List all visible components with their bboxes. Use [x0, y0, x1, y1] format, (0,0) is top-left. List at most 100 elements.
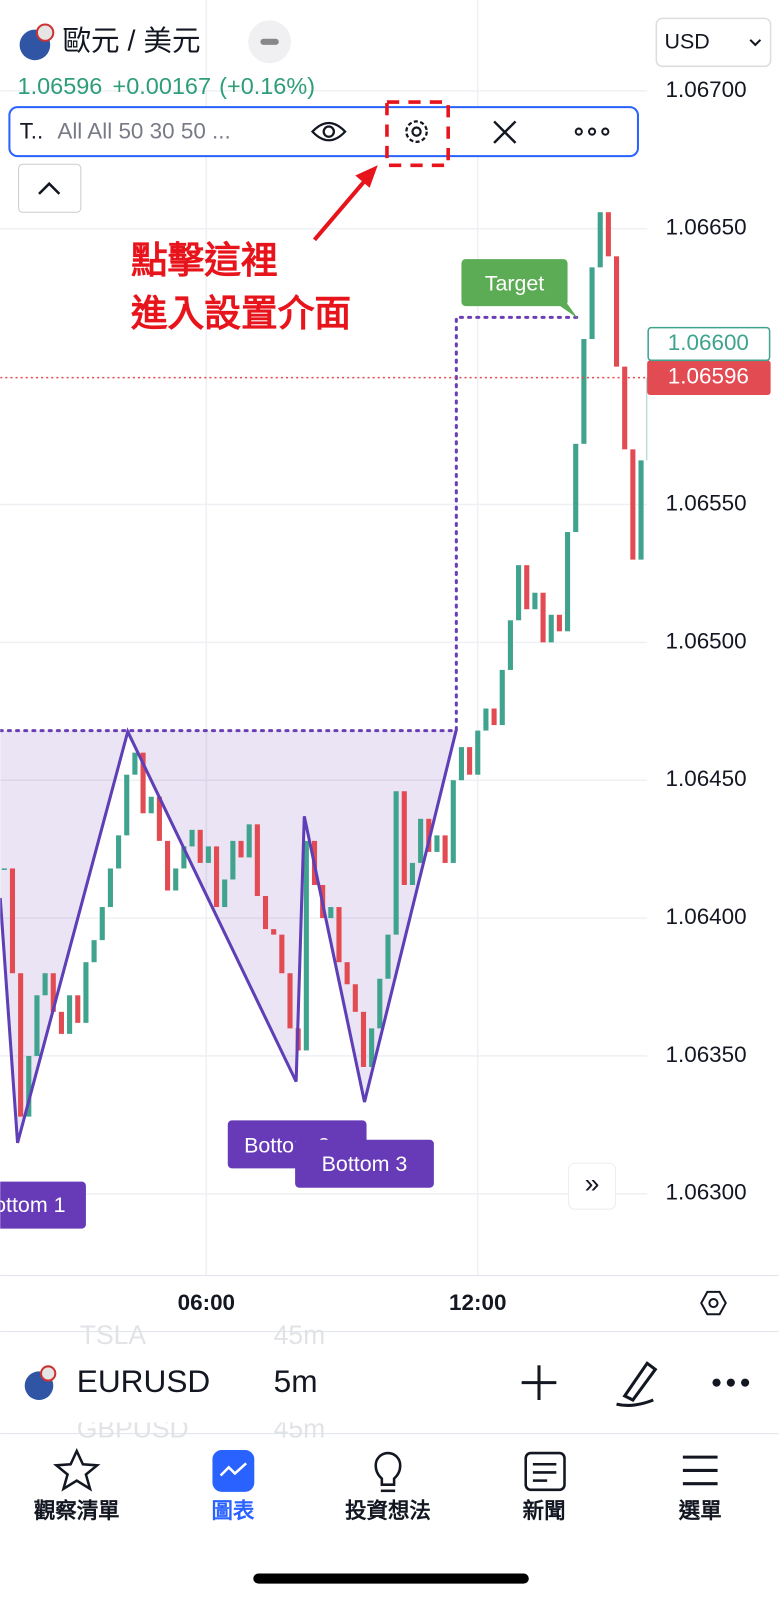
eye-icon[interactable] — [310, 121, 347, 142]
watchlist-icon — [53, 1447, 101, 1492]
y-tick-label: 1.06350 — [666, 1042, 747, 1067]
candle — [238, 840, 244, 858]
candle — [303, 840, 309, 1051]
candle — [605, 212, 611, 257]
candle — [458, 747, 464, 781]
indicator-bar: T.. All All 50 30 50 ... — [8, 100, 639, 168]
candle — [434, 835, 440, 852]
more-icon[interactable] — [574, 127, 610, 136]
tab-icons — [53, 1447, 718, 1493]
price-tags: 1.06596 1.06600 — [647, 326, 771, 395]
candle — [18, 973, 24, 1117]
annotation-line: 進入設置介面 — [130, 293, 351, 334]
picker-band — [0, 1344, 779, 1423]
scroll-button[interactable] — [568, 1162, 617, 1210]
plot-area: Bottom 1 Bottom 2 Bottom 3 Target — [0, 212, 648, 1229]
candle — [630, 449, 636, 560]
candle — [401, 791, 407, 885]
tab-label[interactable]: 觀察清單 — [34, 1498, 120, 1523]
indicator-params: All All 50 30 50 ... — [57, 119, 230, 144]
add-icon[interactable] — [521, 1365, 557, 1400]
header: 歐元 / 美元 USD 1.06596 +0.00167 (+0.16%) — [18, 17, 772, 99]
candle — [42, 973, 48, 996]
candle — [50, 973, 56, 1012]
label-text: Bottom 3 — [322, 1152, 408, 1176]
prev-symbol: TSLA — [80, 1320, 147, 1350]
close-icon[interactable] — [493, 120, 517, 144]
candle — [99, 907, 105, 941]
candle — [581, 339, 587, 444]
candle — [197, 829, 203, 863]
candle — [181, 846, 187, 869]
candle — [622, 366, 628, 450]
candle — [409, 862, 416, 885]
candle — [279, 934, 285, 974]
tab-label[interactable]: 新聞 — [523, 1498, 566, 1523]
candle — [336, 907, 342, 963]
currency-select[interactable] — [655, 17, 772, 68]
candle — [67, 995, 73, 1034]
candle — [75, 995, 81, 1023]
candle — [165, 840, 171, 891]
candle — [140, 752, 146, 814]
expand-button[interactable] — [18, 163, 82, 213]
axis-settings-icon[interactable] — [700, 1290, 727, 1316]
draw-icon[interactable] — [616, 1361, 658, 1407]
candle — [148, 796, 154, 814]
candle — [589, 267, 595, 340]
candle — [565, 532, 571, 632]
candle — [646, 377, 648, 461]
label-text: Target — [485, 271, 545, 295]
change: +0.00167 — [113, 73, 211, 99]
current-symbol[interactable]: EURUSD — [77, 1363, 211, 1399]
candles — [1, 212, 648, 1117]
candle — [483, 708, 489, 731]
candle — [507, 620, 513, 670]
settings-icon[interactable] — [405, 120, 428, 143]
y-tick-label: 1.06400 — [666, 904, 747, 929]
candle — [107, 868, 113, 908]
indicator-name: T.. — [20, 119, 44, 144]
more-icon[interactable] — [712, 1378, 750, 1387]
x-tick-label: 12:00 — [449, 1290, 506, 1315]
candle — [222, 879, 228, 908]
candle — [442, 835, 448, 863]
symbol-name: 歐元 / 美元 — [62, 25, 200, 57]
y-tick-label: 1.06700 — [666, 77, 747, 102]
prev-interval: 45m — [274, 1320, 326, 1350]
candle — [540, 592, 546, 643]
y-tick-label: 1.06550 — [666, 490, 747, 515]
candle — [328, 907, 334, 919]
tab-label[interactable]: 選單 — [678, 1498, 722, 1523]
currency: USD — [665, 30, 710, 54]
candle — [246, 824, 252, 858]
home-indicator — [253, 1573, 529, 1584]
candle — [491, 708, 497, 726]
bottom-3-label: Bottom 3 — [295, 1139, 434, 1188]
candle — [344, 962, 350, 985]
candle — [556, 614, 562, 632]
target-label: Target — [461, 259, 578, 319]
candle — [573, 443, 579, 533]
candle — [156, 796, 162, 841]
candle — [450, 780, 456, 863]
candle — [475, 730, 481, 775]
candle — [393, 791, 399, 935]
candle — [467, 747, 473, 775]
candle — [262, 896, 269, 930]
candle — [597, 212, 603, 268]
tab-label[interactable]: 圖表 — [211, 1499, 254, 1523]
candle — [205, 846, 211, 863]
current-interval[interactable]: 5m — [274, 1363, 318, 1399]
tab-label[interactable]: 投資想法 — [345, 1498, 431, 1523]
quote: 1.06596 +0.00167 (+0.16%) — [18, 73, 315, 99]
candle — [26, 1055, 32, 1117]
target-line — [0, 315, 579, 733]
candle — [271, 929, 277, 935]
candle — [360, 1011, 367, 1067]
candle — [613, 256, 620, 367]
candle — [369, 1028, 375, 1067]
y-tick-label: 1.06500 — [666, 628, 747, 653]
